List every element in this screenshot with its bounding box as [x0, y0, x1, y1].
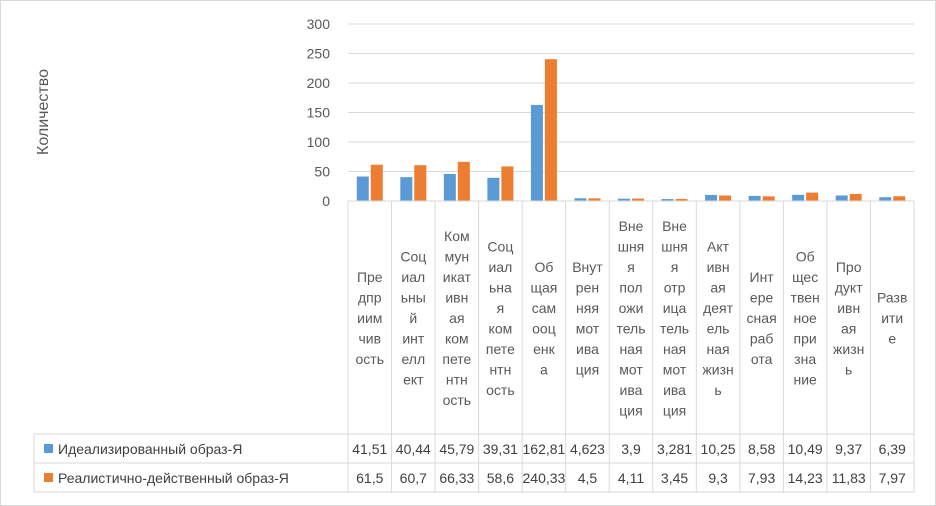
category-label: Разв ити е — [877, 290, 907, 347]
category-label: Соц иал ьна я ком пете нтн ость — [486, 238, 515, 397]
data-table-value: 3,9 — [621, 441, 641, 457]
legend-key-realistic — [44, 473, 53, 482]
data-table-value: 4,623 — [570, 441, 605, 457]
bar-realistic — [893, 196, 906, 201]
data-table-value: 9,37 — [835, 441, 862, 457]
bar-realistic — [588, 198, 601, 201]
category-label: Вне шня я пол ожи тель ная мот ива ция — [616, 218, 645, 418]
bars — [356, 59, 906, 202]
bar-idealized — [356, 176, 369, 201]
bar-idealized — [748, 195, 761, 201]
data-table-value: 162,81 — [523, 441, 566, 457]
data-table-value: 8,58 — [748, 441, 775, 457]
data-table-value: 14,23 — [788, 470, 823, 486]
data-table-value: 4,11 — [618, 470, 644, 486]
data-table-value: 40,44 — [396, 441, 431, 457]
y-tick-label: 0 — [322, 193, 330, 209]
data-table-value: 240,33 — [523, 470, 566, 486]
bar-idealized — [705, 194, 718, 201]
bar-realistic — [806, 192, 819, 201]
y-tick-label: 200 — [307, 75, 331, 91]
y-tick-label: 300 — [307, 16, 331, 32]
bar-idealized — [835, 195, 848, 201]
y-tick-label: 250 — [307, 46, 331, 62]
data-table-value: 61,5 — [356, 470, 383, 486]
data-table-value: 66,33 — [439, 470, 474, 486]
y-tick-label: 100 — [307, 134, 331, 150]
y-axis-label: Количество — [35, 69, 52, 155]
y-tick-label: 150 — [307, 105, 331, 121]
bar-realistic — [762, 196, 775, 201]
legend-label: Реалистично-действенный образ-Я — [58, 470, 289, 486]
bar-idealized — [530, 104, 543, 201]
category-label: Соц иал ьны й инт елл ект — [400, 249, 426, 388]
data-table-value: 41,51 — [352, 441, 387, 457]
bar-realistic — [457, 161, 470, 201]
category-label: Вне шня я отр ица тель ная мот ива ция — [660, 218, 689, 418]
bar-realistic — [632, 198, 644, 201]
data-table-value: 9,3 — [708, 470, 728, 486]
category-label: Ком мун икат ивн ая ком пете нтн ость — [442, 228, 471, 408]
bar-realistic — [719, 195, 732, 201]
bar-idealized — [400, 177, 413, 201]
bar-realistic — [675, 198, 688, 201]
data-table-value: 3,281 — [657, 441, 692, 457]
data-table-value: 7,97 — [879, 470, 906, 486]
bar-realistic — [370, 164, 383, 201]
category-label: Инт ере сная раб ота — [747, 269, 777, 367]
bar-idealized — [443, 173, 456, 201]
bar-idealized — [487, 177, 500, 201]
bar-idealized — [574, 198, 587, 201]
bar-idealized — [792, 194, 805, 201]
category-label: Об щес твен ное при зна ние — [791, 249, 820, 388]
legend-label: Идеализированный образ-Я — [58, 441, 242, 457]
category-label: Про дукт ивн ая жизн ь — [833, 259, 864, 378]
bar-realistic — [849, 194, 862, 201]
category-label: Об щая сам ооц енк а — [530, 259, 557, 378]
y-axis-ticks: 0 50 100 150 200 250 300 — [307, 16, 331, 209]
bar-realistic — [544, 59, 557, 202]
data-table-value: 4,5 — [578, 470, 598, 486]
data-table-value: 60,7 — [400, 470, 427, 486]
data-table: Пре дпр иим чив ость Соц иал ьны й инт елл ект Ком му… — [33, 200, 915, 493]
legend-key-idealized — [44, 444, 53, 453]
category-label: Пре дпр иим чив ость — [356, 269, 385, 367]
bar-idealized — [661, 199, 674, 201]
y-tick-label: 50 — [314, 164, 330, 180]
data-table-value: 6,39 — [879, 441, 906, 457]
bar-realistic — [414, 165, 427, 201]
data-table-value: 7,93 — [748, 470, 775, 486]
gridlines — [348, 23, 914, 202]
bar-realistic — [501, 166, 514, 201]
data-table-value: 10,25 — [701, 441, 736, 457]
data-table-value: 11,83 — [832, 470, 866, 486]
bar-idealized — [879, 197, 892, 201]
category-label: Внут рен няя мот ива ция — [572, 259, 603, 378]
bar-idealized — [618, 198, 630, 201]
data-table-value: 3,45 — [661, 470, 688, 486]
category-label: Акт ивн ая деят ель ная жизн ь — [702, 238, 733, 397]
data-table-value: 10,49 — [788, 441, 823, 457]
data-table-value: 39,31 — [483, 441, 518, 457]
data-table-value: 58,6 — [487, 470, 514, 486]
data-table-value: 45,79 — [439, 441, 474, 457]
